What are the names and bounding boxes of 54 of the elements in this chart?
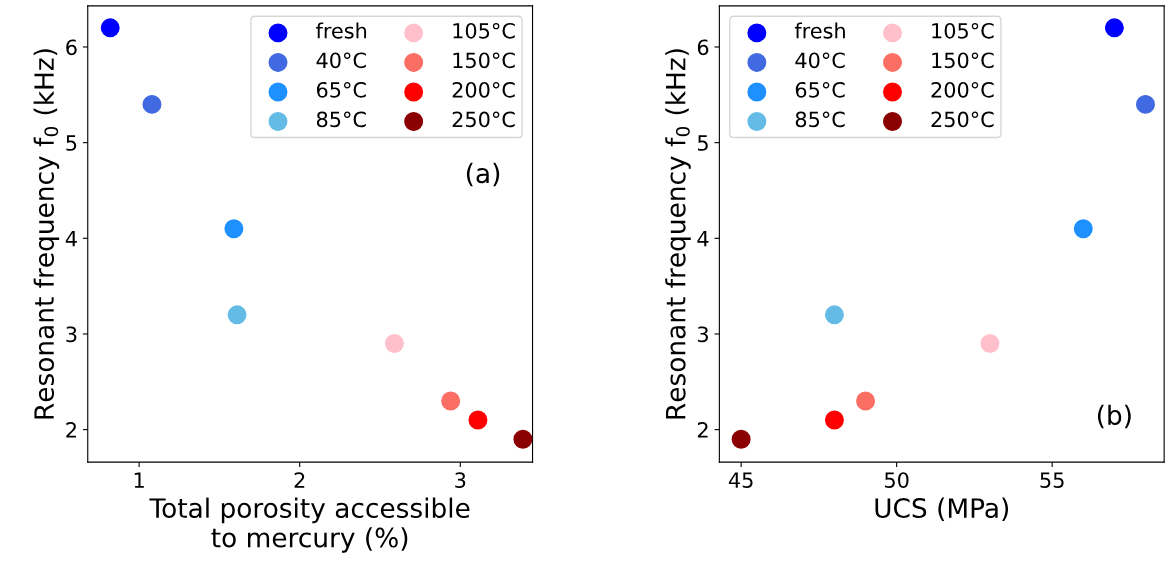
point	[441, 391, 461, 411]
point	[1073, 219, 1093, 239]
y-axis-title: Resonant frequency f$_{0}$ (kHz)	[33, 49, 60, 419]
y-axis-title: Resonant frequency f$_{0}$ (kHz)	[665, 49, 691, 419]
x-tick-label: 45	[728, 472, 753, 488]
point	[142, 94, 162, 114]
y-tick-label: 4	[697, 231, 709, 247]
legend-label: 85°C	[316, 111, 366, 128]
y-tick-label: 5	[697, 135, 708, 151]
point	[513, 429, 533, 449]
legend-label: 40°C	[316, 52, 366, 69]
x-axis-title: Total porosity accessible to mercury (%)	[149, 497, 470, 553]
legend-label: 65°C	[316, 81, 366, 98]
x-tick-label: 1	[134, 472, 144, 488]
y-tick-label: 3	[66, 326, 77, 343]
legend-label: 40°C	[795, 52, 845, 69]
annotation: (a)	[466, 162, 500, 187]
point	[100, 18, 120, 38]
point	[468, 410, 488, 430]
x-tick-label: 55	[1040, 472, 1064, 488]
y-tick-label: 6	[697, 39, 709, 56]
legend-label: fresh	[315, 22, 367, 39]
y-tick-label: 3	[697, 326, 708, 343]
legend-label: 150°C	[453, 52, 515, 69]
point	[856, 391, 876, 411]
legend-label: 105°C	[453, 22, 515, 39]
legend-label: 200°C	[931, 81, 994, 98]
point	[731, 429, 751, 449]
legend-label: 65°C	[795, 81, 845, 98]
point	[824, 410, 844, 430]
x-tick-label: 2	[294, 472, 305, 488]
x-tick-label: 50	[885, 472, 909, 488]
point	[224, 219, 244, 239]
legend-label: 150°C	[932, 52, 994, 69]
annotation: (b)	[1097, 404, 1131, 429]
point	[1136, 94, 1155, 114]
legend-label: 85°C	[795, 111, 845, 128]
y-tick-label: 2	[697, 422, 708, 438]
y-tick-label: 6	[66, 39, 77, 56]
point	[1104, 18, 1124, 38]
x-axis-title: UCS (MPa)	[875, 497, 1009, 522]
y-tick-label: 2	[66, 422, 76, 438]
point	[980, 334, 1000, 354]
legend-label: fresh	[794, 22, 845, 39]
y-tick-label: 4	[65, 231, 77, 247]
point	[227, 305, 247, 325]
point	[384, 334, 404, 354]
y-tick-label: 5	[66, 135, 77, 151]
x-tick-label: 3	[455, 472, 466, 488]
legend-label: 250°C	[452, 111, 515, 128]
legend-label: 200°C	[452, 81, 515, 98]
legend-label: 105°C	[932, 22, 994, 39]
legend-label: 250°C	[931, 111, 994, 128]
point	[824, 305, 844, 325]
